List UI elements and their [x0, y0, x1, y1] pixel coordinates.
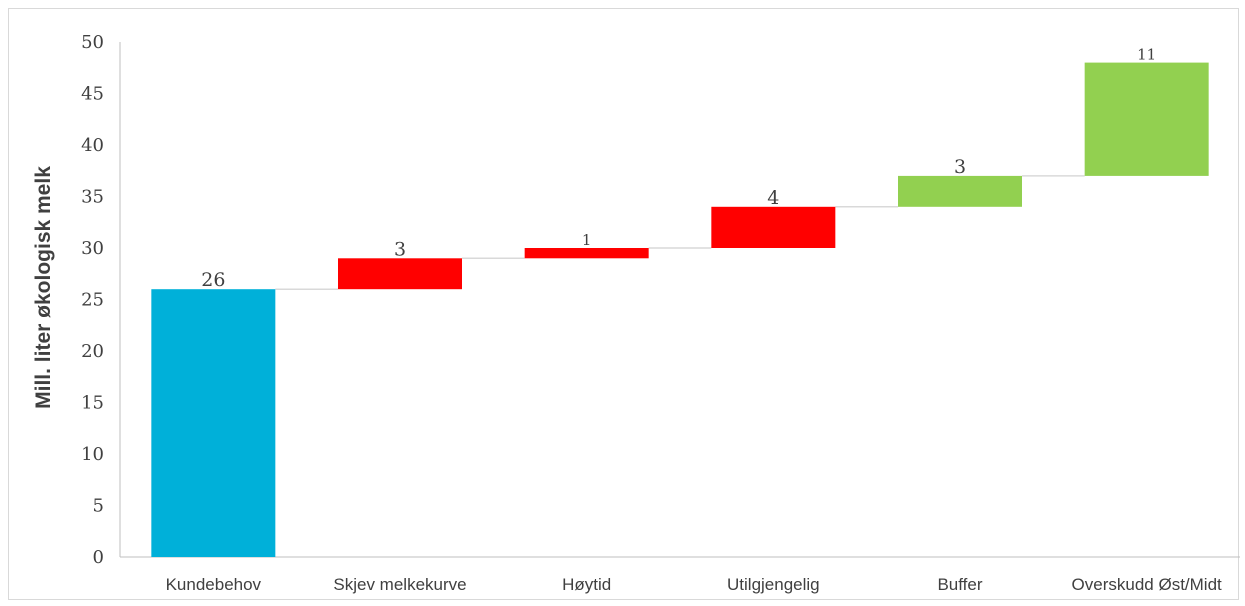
y-axis-title: Mill. liter økologisk melk: [32, 166, 55, 409]
bar-0: [151, 289, 276, 557]
y-tick-label: 35: [81, 187, 104, 208]
x-tick-label: Kundebehov: [166, 575, 262, 594]
x-tick-label: Overskudd Øst/Midt: [1072, 575, 1222, 594]
data-label: 3: [394, 238, 406, 260]
data-label: 3: [954, 156, 966, 178]
y-tick-label: 25: [81, 290, 104, 311]
data-label: 11: [1137, 46, 1156, 64]
y-tick-label: 40: [81, 135, 104, 156]
x-tick-label: Høytid: [562, 575, 611, 594]
y-tick-label: 45: [81, 84, 104, 105]
data-label: 4: [767, 187, 779, 209]
x-tick-label: Utilgjengelig: [727, 575, 820, 594]
y-tick-label: 50: [81, 32, 104, 53]
x-tick-label: Skjev melkekurve: [333, 575, 466, 594]
bar-5: [1084, 62, 1209, 176]
bar-2: [524, 248, 649, 259]
y-tick-label: 15: [81, 393, 104, 414]
y-tick-label: 5: [93, 496, 104, 517]
y-tick-label: 30: [81, 238, 104, 259]
data-label: 26: [201, 269, 225, 291]
data-label: 1: [582, 231, 592, 249]
bar-3: [711, 206, 836, 248]
chart-frame: [8, 8, 1239, 600]
x-tick-label: Buffer: [937, 575, 982, 594]
y-tick-label: 10: [81, 444, 104, 465]
y-tick-label: 0: [93, 547, 104, 568]
y-tick-label: 20: [81, 341, 104, 362]
bar-1: [338, 258, 462, 290]
bar-4: [898, 175, 1022, 207]
